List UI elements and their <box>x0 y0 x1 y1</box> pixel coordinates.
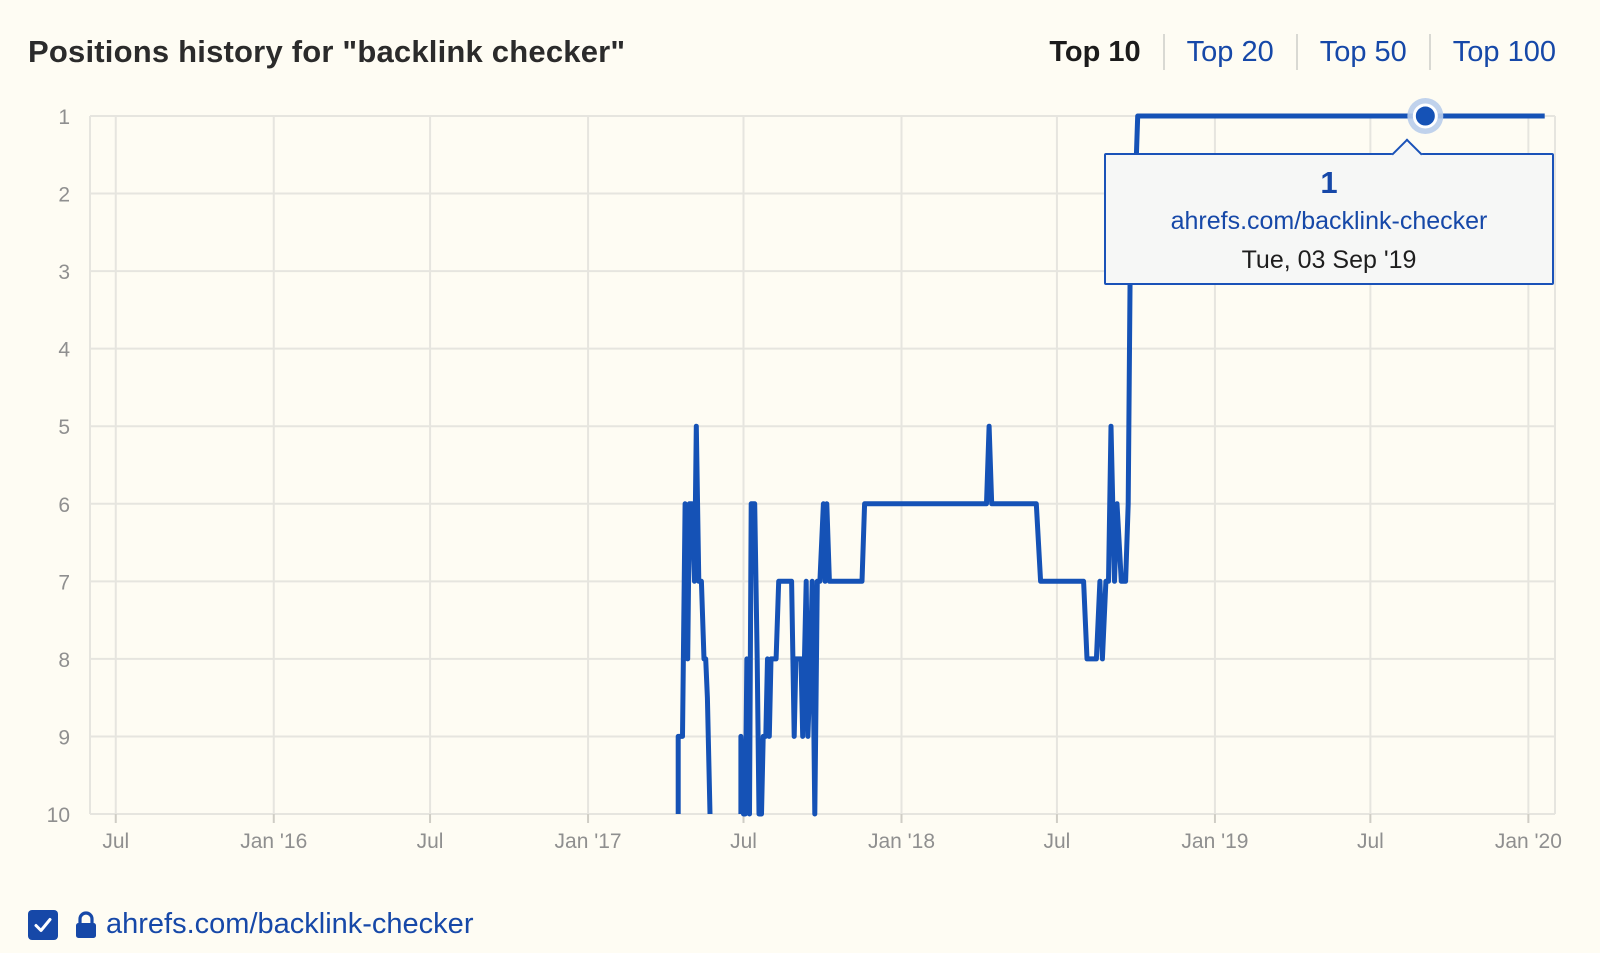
y-tick-label: 7 <box>58 571 70 594</box>
x-tick-label: Jan '16 <box>240 830 307 853</box>
y-tick-label: 3 <box>58 261 70 284</box>
x-tick-label: Jan '18 <box>868 830 935 853</box>
range-tabs: Top 10 Top 20 Top 50 Top 100 <box>1049 34 1556 70</box>
y-tick-label: 6 <box>58 494 70 517</box>
chart-tooltip: 1 ahrefs.com/backlink-checker Tue, 03 Se… <box>1104 138 1554 285</box>
tab-divider <box>1428 34 1431 70</box>
y-tick-label: 10 <box>47 804 70 827</box>
checkmark-icon <box>34 917 52 932</box>
series-checkbox[interactable] <box>28 909 58 940</box>
x-tick-label: Jan '20 <box>1495 830 1562 853</box>
legend: ahrefs.com/backlink-checker <box>28 908 473 941</box>
series-line <box>738 113 1545 817</box>
tab-top-10[interactable]: Top 10 <box>1049 36 1141 68</box>
tooltip-position: 1 <box>1320 165 1338 200</box>
tab-divider <box>1162 34 1165 70</box>
lock-icon <box>76 910 96 938</box>
tooltip-url: ahrefs.com/backlink-checker <box>1170 207 1488 235</box>
y-tick-label: 5 <box>58 416 70 439</box>
highlight-point <box>1412 103 1438 129</box>
chart-title: Positions history for "backlink checker" <box>28 34 626 69</box>
tooltip-date: Tue, 03 Sep '19 <box>1241 246 1417 274</box>
x-tick-label: Jul <box>102 830 129 853</box>
y-tick-label: 1 <box>58 106 70 129</box>
series-line <box>675 423 713 815</box>
x-tick-label: Jul <box>730 830 757 853</box>
y-tick-label: 9 <box>58 726 70 749</box>
x-tick-label: Jan '19 <box>1181 830 1248 853</box>
x-tick-label: Jul <box>417 830 444 853</box>
x-tick-label: Jul <box>1044 830 1071 853</box>
tab-top-20[interactable]: Top 20 <box>1186 36 1274 68</box>
x-tick-label: Jan '17 <box>555 830 622 853</box>
tab-divider <box>1295 34 1298 70</box>
tab-top-50[interactable]: Top 50 <box>1319 36 1407 68</box>
y-tick-label: 2 <box>58 184 70 207</box>
series-label[interactable]: ahrefs.com/backlink-checker <box>106 908 474 940</box>
y-tick-label: 4 <box>58 339 70 362</box>
tab-top-100[interactable]: Top 100 <box>1452 36 1556 68</box>
x-tick-label: Jul <box>1357 830 1384 853</box>
y-tick-label: 8 <box>58 649 70 672</box>
